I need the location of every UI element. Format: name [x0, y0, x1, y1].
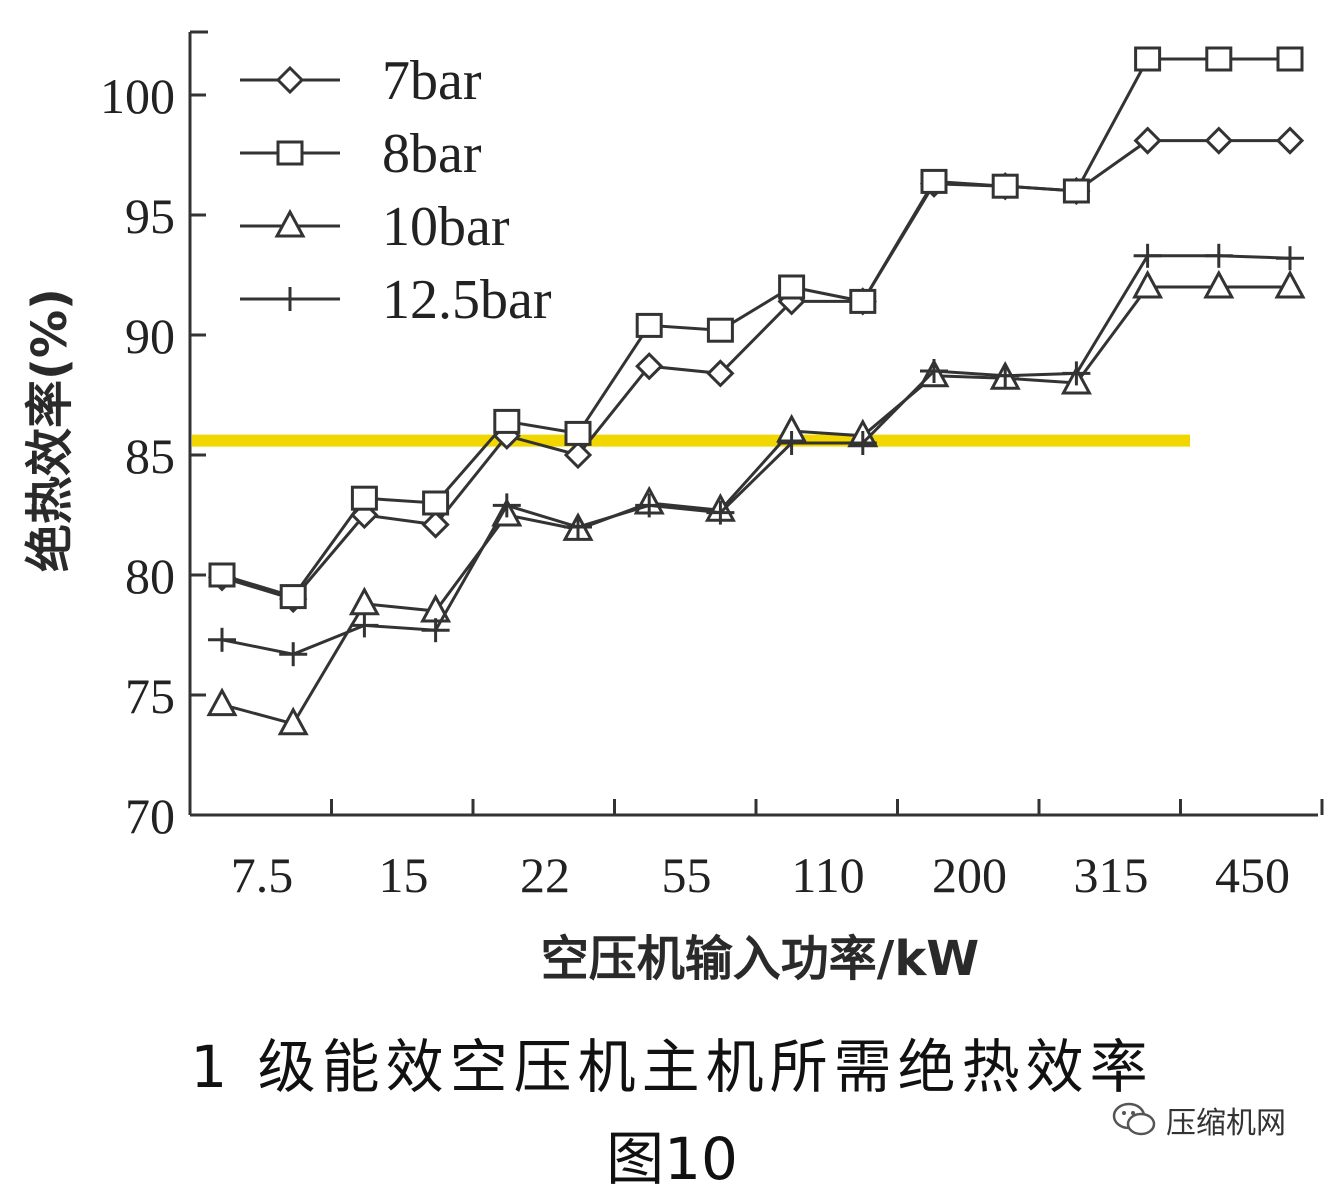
legend-label: 8bar [382, 123, 482, 185]
legend: 7bar 8bar 10bar 12.5bar [240, 50, 552, 331]
data-point-plus [276, 287, 304, 311]
data-point-square [564, 420, 592, 446]
data-point-triangle [1274, 269, 1306, 299]
x-tick-label: 110 [791, 847, 864, 903]
data-point-triangle [1203, 269, 1235, 299]
data-point-plus [706, 500, 735, 525]
x-axis-label: 空压机输入功率/kW [541, 931, 979, 987]
y-tick-label: 90 [125, 308, 175, 364]
data-point-square [635, 312, 663, 338]
watermark: 压缩机网 [1112, 1098, 1286, 1142]
data-point-plus [350, 613, 379, 638]
data-point-square [778, 274, 806, 300]
legend-label: 10bar [382, 196, 510, 258]
data-point-plus [1133, 243, 1162, 268]
watermark-text: 压缩机网 [1166, 1106, 1286, 1141]
y-tick-label: 85 [125, 428, 175, 484]
data-point-plus [1204, 243, 1233, 268]
data-point-square [849, 288, 877, 314]
tick-labels: 70 75 80 85 90 95 100 7.5 15 22 55 110 200 315 450 [100, 68, 1290, 903]
data-point-triangle [274, 208, 306, 238]
chart: 70 75 80 85 90 95 100 7.5 15 22 55 110 200 315 450 7ba… [22, 30, 1324, 987]
y-tick-label: 70 [125, 788, 175, 844]
data-point-square [1134, 46, 1162, 72]
series-12.5bar [208, 243, 1304, 667]
x-tick-label: 450 [1215, 847, 1290, 903]
data-point-diamond [1133, 126, 1162, 155]
data-point-diamond [275, 65, 305, 95]
legend-label: 12.5bar [382, 269, 552, 331]
data-point-square [422, 490, 450, 516]
legend-item: 7bar [240, 50, 482, 112]
data-point-plus [920, 359, 948, 383]
series-8bar [208, 46, 1304, 610]
series-line [221, 254, 1291, 656]
data-point-square [706, 317, 734, 343]
data-point-plus [492, 493, 521, 518]
data-point-plus [208, 627, 236, 652]
y-tick-label: 100 [100, 68, 175, 124]
data-point-square [279, 584, 307, 610]
y-tick-label: 75 [125, 668, 175, 724]
data-point-diamond [1275, 126, 1305, 155]
series-line [221, 285, 1290, 726]
data-point-triangle [348, 586, 380, 616]
series-line [221, 57, 1290, 599]
data-point-plus [635, 493, 664, 518]
data-point-plus [848, 431, 877, 455]
x-tick-label: 22 [520, 847, 570, 903]
data-point-square [350, 485, 378, 511]
data-point-diamond [706, 359, 735, 388]
data-point-square [920, 168, 948, 194]
data-point-diamond [421, 510, 450, 539]
legend-label: 7bar [382, 50, 482, 112]
series-line [221, 139, 1290, 601]
data-point-plus [777, 431, 806, 455]
data-point-triangle [277, 706, 309, 736]
data-point-diamond [1204, 126, 1233, 155]
axes [188, 30, 1324, 817]
data-point-square [1062, 178, 1090, 204]
x-tick-label: 315 [1074, 847, 1149, 903]
y-tick-label: 80 [125, 548, 175, 604]
data-point-triangle [206, 687, 238, 717]
data-point-plus [1276, 246, 1304, 271]
series-7bar [207, 126, 1305, 614]
data-point-plus [991, 363, 1020, 388]
data-point-plus [279, 642, 308, 667]
y-axis-label: 绝热效率(%) [22, 288, 78, 572]
legend-item: 12.5bar [240, 269, 552, 331]
legend-item: 8bar [240, 123, 482, 185]
figure-caption: 1 级能效空压机主机所需绝热效率 [190, 1033, 1154, 1101]
x-tick-label: 200 [932, 847, 1007, 903]
data-point-plus [1062, 361, 1091, 386]
data-point-diamond [635, 352, 664, 381]
data-point-square [493, 408, 521, 434]
y-tick-label: 95 [125, 188, 175, 244]
data-point-square [991, 173, 1019, 199]
data-point-square [276, 140, 304, 166]
series-group [206, 46, 1306, 736]
data-point-square [1276, 46, 1304, 72]
legend-item: 10bar [240, 196, 510, 258]
data-point-square [208, 562, 236, 588]
x-tick-label: 55 [662, 847, 712, 903]
data-point-plus [421, 618, 450, 643]
data-point-square [1205, 46, 1233, 72]
data-point-triangle [1132, 269, 1164, 299]
wechat-icon [1112, 1102, 1156, 1136]
x-tick-label: 15 [379, 847, 429, 903]
x-tick-label: 7.5 [231, 847, 294, 903]
data-point-plus [564, 515, 592, 539]
data-point-diamond [563, 440, 593, 470]
